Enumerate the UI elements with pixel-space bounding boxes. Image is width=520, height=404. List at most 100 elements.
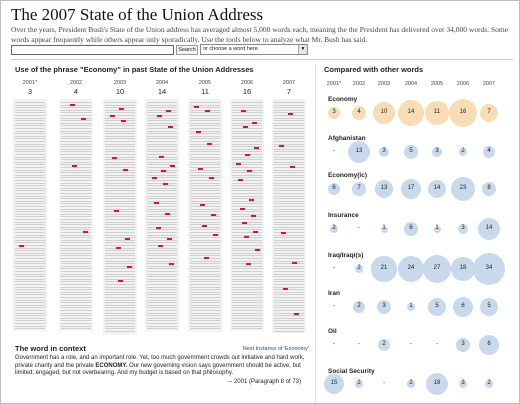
search-button[interactable]: Search	[176, 45, 198, 55]
count-bubble[interactable]	[406, 302, 416, 312]
count-bubble[interactable]	[407, 380, 415, 388]
word-hit-marker[interactable]	[294, 313, 299, 315]
word-hit-marker[interactable]	[236, 163, 241, 165]
count-bubble[interactable]	[422, 254, 452, 284]
word-hit-marker[interactable]	[194, 106, 199, 108]
count-bubble[interactable]	[458, 379, 468, 389]
word-hit-marker[interactable]	[245, 154, 250, 156]
count-bubble[interactable]	[425, 101, 449, 125]
word-hit-marker[interactable]	[249, 199, 254, 201]
word-row-label[interactable]: Afghanistan	[328, 135, 366, 142]
speech-column-5[interactable]	[230, 99, 264, 331]
word-hit-marker[interactable]	[253, 231, 258, 233]
word-hit-marker[interactable]	[281, 232, 286, 234]
word-row-label[interactable]: Economy(ic)	[328, 172, 368, 179]
count-bubble[interactable]	[352, 106, 366, 120]
word-hit-marker[interactable]	[119, 108, 124, 110]
word-hit-marker[interactable]	[243, 126, 248, 128]
word-hit-marker[interactable]	[200, 204, 205, 206]
word-hit-marker[interactable]	[244, 236, 249, 238]
word-hit-marker[interactable]	[166, 110, 171, 112]
count-bubble[interactable]	[431, 146, 443, 158]
speech-column-1[interactable]	[59, 99, 93, 331]
count-bubble[interactable]	[479, 103, 499, 123]
word-hit-marker[interactable]	[110, 115, 115, 117]
word-hit-marker[interactable]	[240, 208, 245, 210]
count-bubble[interactable]	[404, 145, 418, 159]
word-hit-marker[interactable]	[196, 131, 201, 133]
count-bubble[interactable]	[323, 373, 345, 395]
search-input[interactable]	[11, 45, 174, 55]
speech-column-0[interactable]	[13, 99, 47, 331]
count-bubble[interactable]	[327, 182, 341, 196]
word-hit-marker[interactable]	[247, 170, 252, 172]
word-hit-marker[interactable]	[127, 266, 132, 268]
word-hit-marker[interactable]	[70, 104, 75, 106]
count-bubble[interactable]	[378, 339, 390, 351]
word-hit-marker[interactable]	[252, 122, 257, 124]
count-bubble[interactable]	[458, 147, 468, 157]
count-bubble[interactable]	[327, 106, 341, 120]
word-hit-marker[interactable]	[157, 115, 162, 117]
word-hit-marker[interactable]	[204, 257, 209, 259]
word-hit-marker[interactable]	[255, 249, 260, 251]
word-hit-marker[interactable]	[251, 215, 256, 217]
next-instance-link[interactable]: Next Instance of 'Economy'	[242, 346, 309, 352]
word-hit-marker[interactable]	[242, 222, 247, 224]
count-bubble[interactable]	[453, 297, 473, 317]
word-hit-marker[interactable]	[246, 263, 251, 265]
count-bubble[interactable]	[353, 301, 365, 313]
word-hit-marker[interactable]	[125, 238, 130, 240]
count-bubble[interactable]	[400, 178, 422, 200]
count-bubble[interactable]	[457, 223, 469, 235]
word-hit-marker[interactable]	[213, 234, 218, 236]
word-select[interactable]: or choose a word here. ▼	[200, 44, 308, 55]
count-bubble[interactable]	[479, 335, 499, 355]
count-bubble[interactable]	[426, 373, 448, 395]
word-hit-marker[interactable]	[154, 202, 159, 204]
word-row-label[interactable]: Insurance	[328, 212, 359, 219]
word-hit-marker[interactable]	[168, 126, 173, 128]
word-hit-marker[interactable]	[238, 179, 243, 181]
word-hit-marker[interactable]	[116, 247, 121, 249]
word-hit-marker[interactable]	[207, 143, 212, 145]
count-bubble[interactable]	[481, 181, 497, 197]
word-hit-marker[interactable]	[123, 169, 128, 171]
word-hit-marker[interactable]	[152, 177, 157, 179]
word-hit-marker[interactable]	[159, 156, 164, 158]
word-hit-marker[interactable]	[170, 165, 175, 167]
speech-column-3[interactable]	[145, 99, 179, 331]
count-bubble[interactable]	[482, 145, 496, 159]
speech-column-2[interactable]	[103, 99, 137, 335]
word-hit-marker[interactable]	[198, 168, 203, 170]
count-bubble[interactable]	[352, 182, 366, 196]
count-bubble[interactable]	[397, 255, 425, 283]
word-hit-marker[interactable]	[169, 263, 174, 265]
word-hit-marker[interactable]	[72, 165, 77, 167]
word-row-label[interactable]: Iraq/Iraqi(s)	[328, 252, 364, 259]
count-bubble[interactable]	[449, 99, 477, 127]
word-hit-marker[interactable]	[19, 245, 24, 247]
word-hit-marker[interactable]	[156, 227, 161, 229]
count-bubble[interactable]	[348, 141, 370, 163]
word-row-label[interactable]: Economy	[328, 96, 358, 103]
count-bubble[interactable]	[478, 218, 500, 240]
count-bubble[interactable]	[403, 221, 419, 237]
count-bubble[interactable]	[427, 297, 447, 317]
word-hit-marker[interactable]	[290, 166, 295, 168]
word-hit-marker[interactable]	[292, 262, 297, 264]
count-bubble[interactable]	[329, 224, 339, 234]
word-hit-marker[interactable]	[254, 147, 259, 149]
count-bubble[interactable]	[479, 297, 499, 317]
count-bubble[interactable]	[427, 179, 447, 199]
word-hit-marker[interactable]	[167, 238, 172, 240]
chevron-down-icon[interactable]: ▼	[298, 45, 307, 54]
count-bubble[interactable]	[378, 146, 390, 158]
word-hit-marker[interactable]	[161, 170, 166, 172]
count-bubble[interactable]	[451, 177, 475, 201]
count-bubble[interactable]	[380, 225, 388, 233]
word-hit-marker[interactable]	[83, 231, 88, 233]
word-hit-marker[interactable]	[288, 113, 293, 115]
count-bubble[interactable]	[355, 380, 363, 388]
word-hit-marker[interactable]	[163, 183, 168, 185]
